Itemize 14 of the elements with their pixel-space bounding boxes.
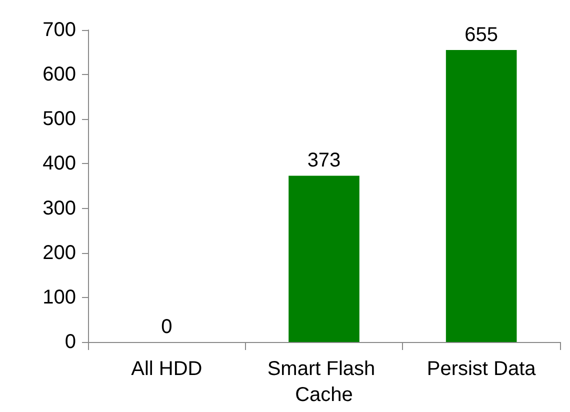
data-label: 373 bbox=[307, 150, 341, 172]
y-tick-label: 0 bbox=[64, 331, 76, 353]
y-tick-label: 500 bbox=[42, 108, 76, 130]
y-tick-label: 100 bbox=[42, 286, 76, 308]
y-tick-label: 400 bbox=[42, 152, 76, 175]
y-tick-label: 600 bbox=[42, 64, 76, 86]
x-tick-label: Persist Data bbox=[426, 358, 537, 380]
data-label: 0 bbox=[161, 316, 172, 338]
y-tick-label: 200 bbox=[42, 242, 76, 264]
x-tick-label: Smart Flash Cache bbox=[267, 358, 381, 406]
x-tick-label: All HDD bbox=[131, 358, 202, 380]
data-label: 655 bbox=[464, 24, 498, 46]
y-tick-label: 700 bbox=[42, 19, 76, 41]
y-tick-label: 300 bbox=[42, 197, 76, 220]
